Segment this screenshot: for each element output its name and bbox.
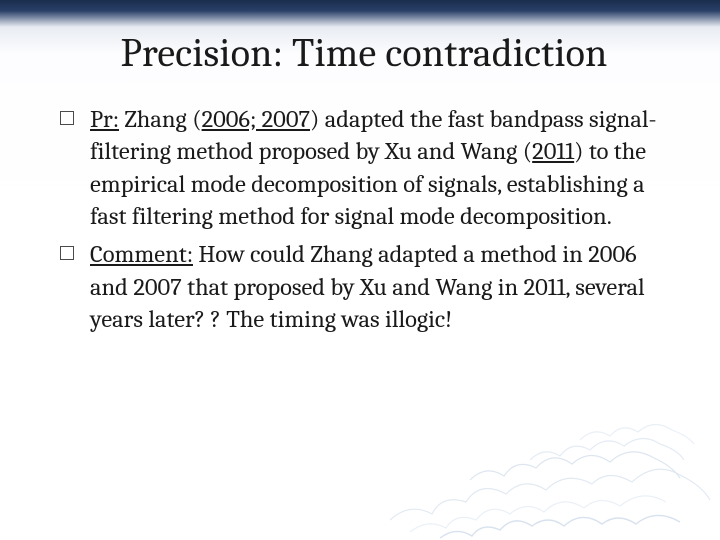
underlined-text: 2011: [532, 138, 574, 166]
body-text: Zhang (: [119, 106, 202, 134]
bullet-prefix: Comment:: [90, 241, 193, 269]
slide: Precision: Time contradiction Pr: Zhang …: [0, 0, 720, 540]
bullet-item: Pr: Zhang (2006; 2007) adapted the fast …: [56, 104, 672, 233]
underlined-text: 2006; 2007: [202, 106, 310, 134]
bullet-prefix: Pr:: [90, 106, 119, 134]
bullet-item: Comment: How could Zhang adapted a metho…: [56, 239, 672, 336]
bullet-list: Pr: Zhang (2006; 2007) adapted the fast …: [56, 104, 672, 336]
slide-title: Precision: Time contradiction: [56, 30, 672, 76]
